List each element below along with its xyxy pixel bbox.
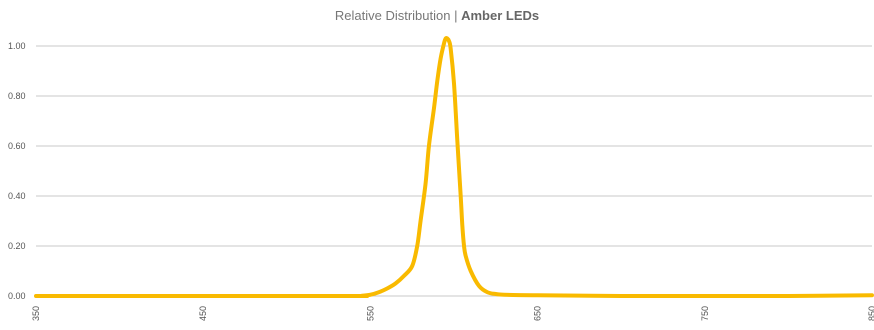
series-line-0	[34, 36, 874, 299]
x-tick-label: 450	[198, 306, 208, 321]
chart-title: Relative Distribution | Amber LEDs	[0, 8, 874, 23]
y-tick-label: 0.00	[8, 291, 26, 301]
y-tick-label: 0.60	[8, 141, 26, 151]
x-tick-label: 850	[867, 306, 874, 321]
x-tick-label: 750	[700, 306, 710, 321]
y-tick-label: 0.20	[8, 241, 26, 251]
series-layer	[34, 36, 874, 299]
chart-title-prefix: Relative Distribution |	[334, 8, 462, 23]
y-tick-label: 0.40	[8, 191, 26, 201]
y-tick-labels: 0.00 0.20 0.40 0.60 0.80 1.00	[8, 41, 26, 301]
x-tick-label: 350	[31, 306, 41, 321]
y-tick-label: 0.80	[8, 91, 26, 101]
y-tick-label: 1.00	[8, 41, 26, 51]
x-tick-labels: 350 450 550 650 750 850	[31, 306, 874, 321]
x-tick-label: 550	[365, 306, 375, 321]
x-tick-label: 650	[533, 306, 543, 321]
chart-title-bold: Amber LEDs	[461, 8, 540, 23]
